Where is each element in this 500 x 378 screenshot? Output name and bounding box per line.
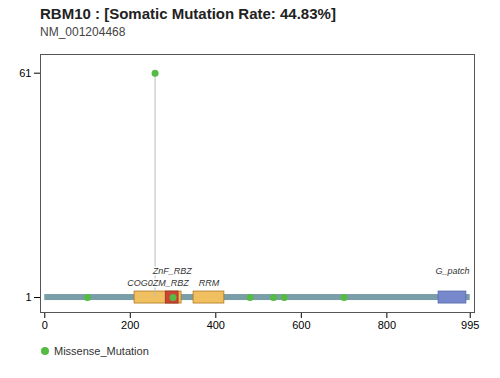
svg-text:RRM: RRM bbox=[199, 278, 220, 288]
svg-text:995: 995 bbox=[461, 319, 479, 331]
svg-text:ZnF_RBZ: ZnF_RBZ bbox=[152, 266, 193, 276]
svg-text:G_patch: G_patch bbox=[435, 266, 469, 276]
svg-text:600: 600 bbox=[292, 319, 310, 331]
html-text:RBM10 : [Somatic Mutation Rate: RBM10 : [Somatic Mutation Rate: 44.83%] bbox=[40, 5, 336, 22]
svg-text:COG0ZM_RBZ: COG0ZM_RBZ bbox=[127, 278, 189, 288]
svg-text:61: 61 bbox=[19, 67, 31, 79]
html-text:NM_001204468: NM_001204468 bbox=[40, 25, 126, 39]
html-text:Missense_Mutation: Missense_Mutation bbox=[54, 345, 149, 357]
svg-text:200: 200 bbox=[121, 319, 139, 331]
svg-text:0: 0 bbox=[42, 319, 48, 331]
svg-text:1: 1 bbox=[25, 291, 31, 303]
svg-text:800: 800 bbox=[378, 319, 396, 331]
svg-text:400: 400 bbox=[207, 319, 225, 331]
